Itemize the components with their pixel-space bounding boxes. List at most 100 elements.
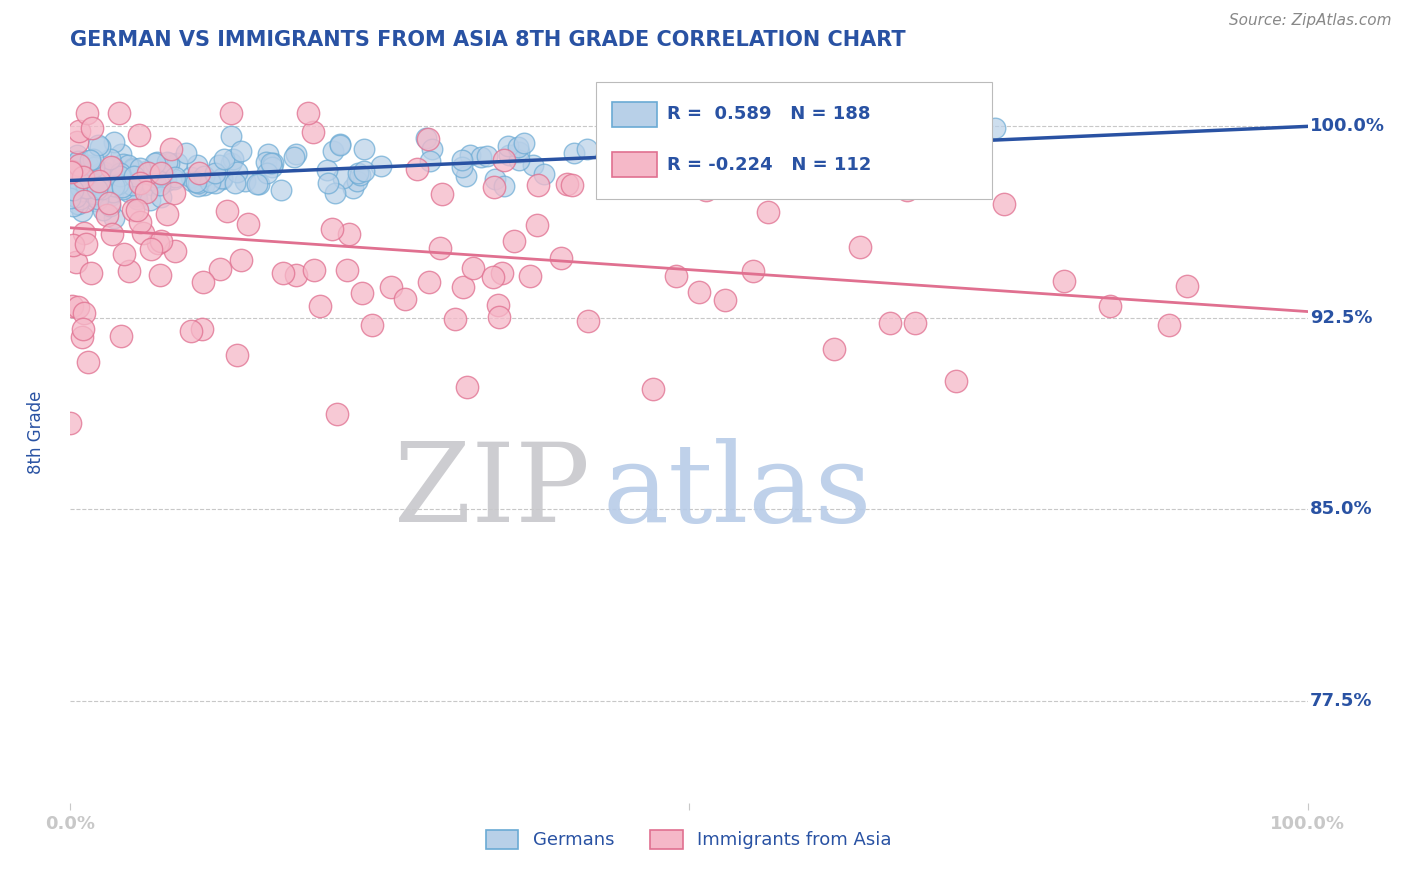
Point — [350, 286, 373, 301]
Point — [880, 150, 903, 164]
Point — [420, 142, 443, 156]
Point — [110, 329, 132, 343]
Point — [519, 269, 541, 284]
Point — [695, 183, 717, 197]
Point — [346, 174, 368, 188]
Point — [430, 187, 453, 202]
Point — [654, 168, 676, 182]
Point — [100, 161, 122, 175]
Point — [89, 140, 111, 154]
Point — [713, 293, 735, 308]
Point — [121, 178, 143, 192]
Point — [470, 149, 492, 163]
Point — [1098, 299, 1121, 313]
Point — [143, 155, 166, 169]
Point — [76, 106, 98, 120]
Point — [110, 178, 132, 192]
Point — [983, 120, 1005, 135]
Point — [70, 203, 93, 218]
Point — [59, 170, 82, 185]
Point — [236, 217, 259, 231]
Point — [526, 218, 548, 232]
Point — [59, 417, 82, 431]
Point — [121, 162, 143, 177]
Point — [562, 145, 585, 160]
Point — [456, 379, 478, 393]
Point — [128, 128, 150, 143]
Point — [112, 247, 135, 261]
Point — [94, 174, 117, 188]
Point — [522, 158, 544, 172]
Point — [187, 177, 209, 191]
Point — [270, 183, 292, 197]
Point — [70, 168, 93, 182]
Point — [429, 241, 451, 255]
Point — [193, 169, 215, 183]
Point — [492, 153, 515, 167]
Point — [163, 172, 186, 186]
Point — [576, 314, 599, 328]
Point — [163, 244, 186, 259]
Point — [896, 183, 918, 197]
Point — [87, 171, 110, 186]
Point — [406, 162, 429, 177]
Point — [361, 318, 384, 332]
Point — [69, 180, 91, 194]
Point — [141, 178, 163, 193]
FancyBboxPatch shape — [612, 152, 657, 178]
Point — [184, 175, 207, 189]
Point — [139, 242, 162, 256]
Point — [149, 235, 172, 249]
Point — [82, 189, 104, 203]
Point — [66, 196, 89, 211]
Point — [118, 186, 141, 200]
Point — [648, 154, 671, 169]
Point — [346, 166, 368, 180]
Point — [257, 147, 280, 161]
Point — [90, 170, 112, 185]
Point — [349, 168, 371, 182]
Point — [231, 253, 253, 268]
Point — [89, 180, 111, 194]
Point — [70, 330, 93, 344]
Point — [256, 166, 278, 180]
Point — [214, 152, 236, 166]
Point — [180, 169, 202, 184]
Point — [193, 275, 215, 289]
Point — [337, 227, 360, 241]
Point — [72, 169, 94, 184]
Point — [301, 125, 323, 139]
Point — [415, 131, 437, 145]
Point — [859, 132, 882, 146]
Point — [1053, 274, 1076, 288]
Point — [247, 177, 270, 191]
Point — [208, 262, 231, 277]
Point — [285, 147, 308, 161]
Text: 77.5%: 77.5% — [1310, 691, 1372, 710]
Point — [271, 266, 294, 280]
Point — [527, 178, 550, 193]
Point — [285, 268, 308, 282]
Point — [640, 156, 662, 170]
Point — [484, 172, 506, 186]
Text: R = -0.224   N = 112: R = -0.224 N = 112 — [666, 155, 872, 174]
Point — [65, 158, 87, 172]
Point — [450, 160, 472, 174]
Point — [103, 211, 125, 225]
Point — [98, 189, 121, 203]
Point — [304, 262, 326, 277]
Point — [394, 292, 416, 306]
Text: 92.5%: 92.5% — [1310, 309, 1372, 326]
Point — [82, 176, 104, 190]
Point — [67, 160, 90, 174]
Point — [96, 208, 118, 222]
Point — [332, 170, 354, 185]
Point — [76, 158, 98, 172]
Point — [217, 204, 239, 219]
Point — [97, 196, 120, 211]
Point — [496, 139, 519, 153]
Point — [488, 310, 510, 324]
Point — [129, 215, 152, 229]
Point — [756, 205, 779, 219]
Point — [336, 263, 359, 277]
